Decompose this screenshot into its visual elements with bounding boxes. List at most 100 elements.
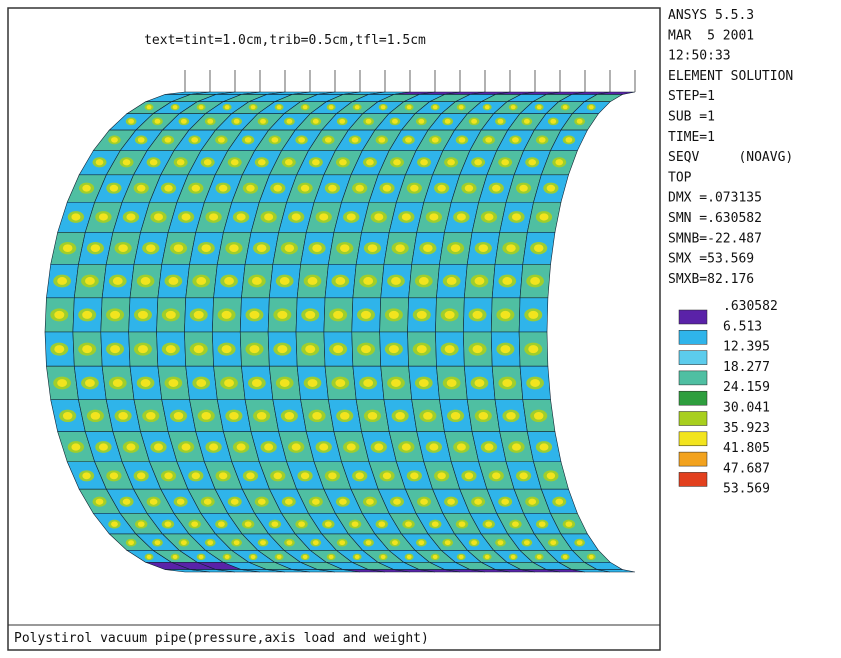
legend-swatch [678, 472, 708, 487]
stress-peak [324, 137, 332, 143]
stress-peak [312, 498, 320, 505]
stress-peak [530, 277, 541, 285]
stress-peak [164, 137, 172, 143]
stress-peak [512, 521, 519, 527]
legend-swatch [678, 431, 708, 447]
stress-peak [276, 105, 282, 110]
stress-peak [249, 310, 260, 319]
stress-peak [109, 184, 119, 192]
stress-peak [128, 118, 135, 124]
stress-peak [137, 472, 146, 480]
stress-peak [393, 498, 401, 505]
stress-peak [361, 345, 371, 354]
stress-peak [98, 443, 108, 451]
stress-peak [193, 345, 204, 354]
stress-peak [484, 443, 494, 451]
stress-peak [249, 345, 260, 354]
stress-peak [431, 137, 439, 143]
stress-peak [82, 184, 91, 192]
stress-peak [444, 540, 451, 546]
stress-peak [233, 540, 240, 546]
stress-peak [154, 118, 161, 124]
stress-peak [126, 443, 136, 451]
stress-peak [277, 345, 288, 354]
stress-peak [355, 184, 364, 192]
stress-peak [146, 412, 156, 420]
stress-peak [319, 213, 329, 221]
stress-peak [340, 412, 350, 420]
stress-peak [109, 472, 119, 480]
stress-peak [229, 412, 239, 420]
info-line: SEQV (NOAVG) [668, 150, 793, 165]
stress-peak [302, 105, 308, 110]
stress-peak [361, 310, 371, 319]
stress-peak [298, 521, 305, 527]
stress-peak [224, 379, 234, 387]
stress-peak [550, 118, 557, 124]
stress-peak [431, 521, 439, 527]
stress-peak [250, 554, 256, 559]
stress-peak [432, 554, 438, 559]
stress-peak [298, 137, 305, 143]
legend-level: 6.513 [723, 319, 762, 334]
stress-peak [236, 213, 246, 221]
stress-peak [164, 184, 173, 192]
stress-peak [380, 105, 386, 110]
stress-peak [539, 443, 549, 451]
stress-peak [112, 277, 123, 285]
stress-peak [118, 412, 128, 420]
stress-peak [339, 159, 347, 166]
stress-peak [302, 554, 308, 559]
stress-peak [533, 244, 544, 252]
stress-peak [456, 443, 466, 451]
stress-peak [418, 277, 429, 285]
stress-peak [224, 277, 234, 285]
legend-level: 47.687 [723, 461, 770, 476]
stress-peak [382, 472, 392, 480]
info-line: STEP=1 [668, 89, 715, 104]
stress-peak [256, 244, 267, 252]
stress-peak [198, 105, 204, 110]
stress-peak [62, 244, 73, 252]
stress-peak [367, 412, 378, 420]
stress-peak [207, 118, 214, 124]
stress-peak [378, 521, 386, 527]
stress-peak [519, 184, 528, 192]
info-line: TOP [668, 170, 692, 185]
stress-peak [172, 554, 178, 559]
stress-peak [450, 244, 461, 252]
stress-peak [530, 379, 541, 387]
stress-peak [437, 184, 446, 192]
stress-peak [146, 554, 152, 559]
stress-peak [312, 159, 320, 166]
stress-peak [388, 310, 399, 319]
stress-peak [307, 379, 318, 387]
stress-peak [118, 244, 128, 252]
stress-peak [153, 213, 164, 221]
stress-peak [233, 118, 240, 124]
stress-peak [528, 159, 537, 166]
stress-peak [57, 379, 68, 387]
stress-peak [284, 244, 295, 252]
stress-peak [497, 118, 504, 124]
stress-peak [224, 105, 230, 110]
stress-peak [410, 184, 419, 192]
stress-peak [506, 412, 516, 420]
stress-peak [588, 105, 594, 110]
stress-peak [533, 412, 544, 420]
stress-peak [244, 521, 252, 527]
stress-peak [366, 498, 374, 505]
stress-peak [312, 118, 319, 124]
stress-peak [502, 379, 513, 387]
stress-peak [346, 443, 356, 451]
stress-peak [512, 137, 519, 143]
stress-peak [328, 105, 334, 110]
stress-peak [146, 105, 152, 110]
stress-peak [501, 159, 509, 166]
stress-peak [429, 443, 439, 451]
stress-peak [128, 540, 135, 546]
stress-peak [209, 443, 219, 451]
stress-peak [154, 540, 161, 546]
stress-peak [191, 472, 201, 480]
stress-peak [217, 137, 225, 143]
